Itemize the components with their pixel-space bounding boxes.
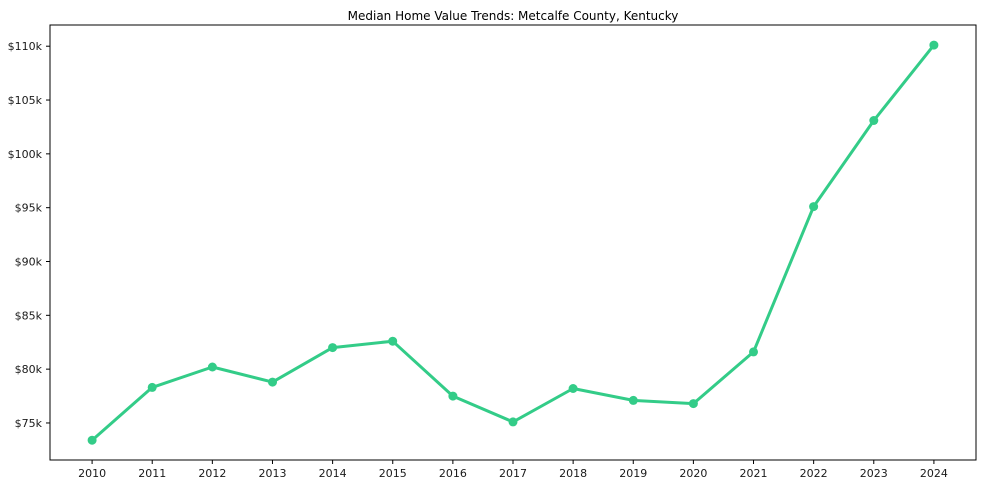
x-axis-tick-label: 2021	[740, 467, 768, 480]
x-axis-tick-label: 2020	[679, 467, 707, 480]
x-axis-tick-label: 2011	[138, 467, 166, 480]
y-axis-tick-label: $95k	[15, 202, 43, 215]
data-point-marker	[147, 382, 157, 392]
y-axis-tick-label: $105k	[8, 94, 43, 107]
data-point-marker	[568, 384, 578, 393]
y-axis-tick-label: $75k	[15, 417, 43, 430]
data-point-marker	[328, 343, 338, 353]
x-axis-tick-label: 2023	[860, 467, 888, 480]
chart-title: Median Home Value Trends: Metcalfe Count…	[348, 9, 679, 23]
data-point-marker	[688, 399, 698, 409]
data-point-marker	[388, 336, 398, 346]
y-axis-tick-label: $110k	[8, 40, 43, 53]
x-axis-tick-label: 2016	[439, 467, 467, 480]
x-axis-tick-label: 2019	[619, 467, 647, 480]
plot-area: $75k $80k $85k $90k $95k $100k $105k $110k 2010 2…	[8, 24, 977, 480]
data-point-marker	[809, 202, 819, 212]
data-point-marker	[628, 395, 638, 405]
data-point-marker	[929, 40, 939, 50]
data-point-marker	[869, 116, 879, 125]
data-point-marker	[268, 377, 277, 387]
trend-line	[90, 43, 936, 442]
data-point-marker	[508, 417, 518, 427]
x-axis-tick-label: 2013	[258, 467, 286, 480]
y-axis-tick-label: $100k	[8, 148, 43, 161]
x-axis-tick-label: 2024	[920, 467, 948, 480]
y-axis-tick-label: $80k	[15, 363, 43, 376]
x-axis-tick-label: 2018	[559, 467, 587, 480]
data-point-marker	[448, 391, 458, 401]
y-axis-tick-label: $90k	[15, 255, 43, 268]
x-axis-tick-label: 2017	[499, 467, 527, 480]
data-point-marker	[749, 347, 758, 357]
data-point-marker	[207, 362, 217, 372]
x-axis-tick-label: 2012	[198, 467, 226, 480]
x-axis-tick-label: 2014	[319, 467, 347, 480]
data-point-marker	[87, 435, 97, 445]
x-axis-tick-label: 2022	[800, 467, 828, 480]
y-axis-tick-label: $85k	[15, 309, 43, 322]
x-axis-tick-label: 2015	[379, 467, 407, 480]
plot-border	[49, 24, 977, 461]
x-axis-tick-label: 2010	[78, 467, 106, 480]
